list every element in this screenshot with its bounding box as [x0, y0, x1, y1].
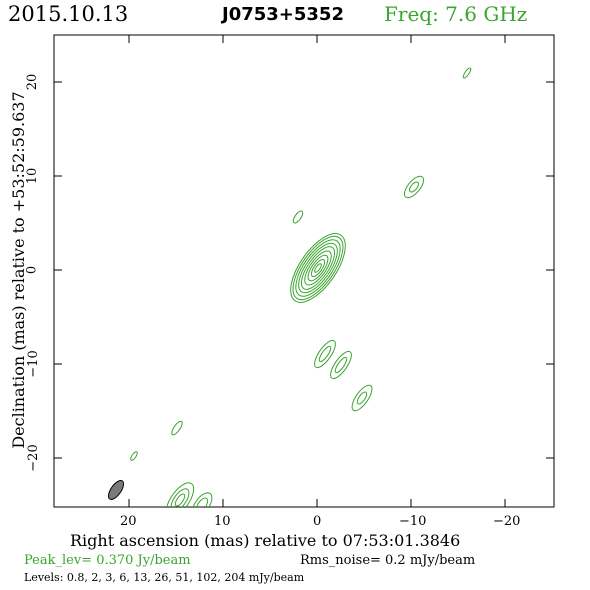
- contour-blob-ne-1: [462, 67, 472, 79]
- peak-level: Peak_lev= 0.370 Jy/beam: [24, 553, 191, 568]
- x-tick-label: 20: [120, 514, 137, 529]
- contour-blob-sw-5: [130, 451, 138, 461]
- y-axis-label: Declination (mas) relative to +53:52:59.…: [8, 91, 28, 449]
- x-tick-label: −20: [493, 514, 521, 529]
- rms-noise: Rms_noise= 0.2 mJy/beam: [300, 553, 476, 568]
- contour-blob-sw-4: [171, 420, 183, 436]
- y-tick-label: −10: [26, 350, 42, 378]
- contour-set: [130, 67, 472, 518]
- x-tick-label: 10: [214, 514, 231, 529]
- source-name: J0753+5352: [222, 4, 344, 25]
- x-tick-label: 0: [313, 514, 322, 529]
- y-tick-label: 20: [24, 73, 40, 91]
- contour-blob-sw-2: [330, 350, 352, 380]
- frequency-label: Freq: 7.6 GHz: [384, 2, 528, 26]
- x-tick-label: −10: [399, 514, 427, 529]
- y-tick-label: −20: [26, 444, 42, 472]
- contour-levels: Levels: 0.8, 2, 3, 6, 13, 26, 51, 102, 2…: [24, 571, 305, 584]
- x-axis-label: Right ascension (mas) relative to 07:53:…: [70, 531, 461, 550]
- core-component: [290, 233, 346, 303]
- contour-blob-ne-2: [403, 175, 425, 199]
- y-ticks: [54, 81, 554, 459]
- plot-frame: [53, 34, 555, 508]
- x-ticks: [128, 35, 506, 507]
- contour-blob-sw-3: [351, 384, 373, 412]
- epoch-date: 2015.10.13: [8, 2, 129, 26]
- contour-blob-sw-1: [314, 339, 336, 369]
- contour-blob-n: [292, 210, 304, 224]
- beam-ellipse: [107, 480, 125, 500]
